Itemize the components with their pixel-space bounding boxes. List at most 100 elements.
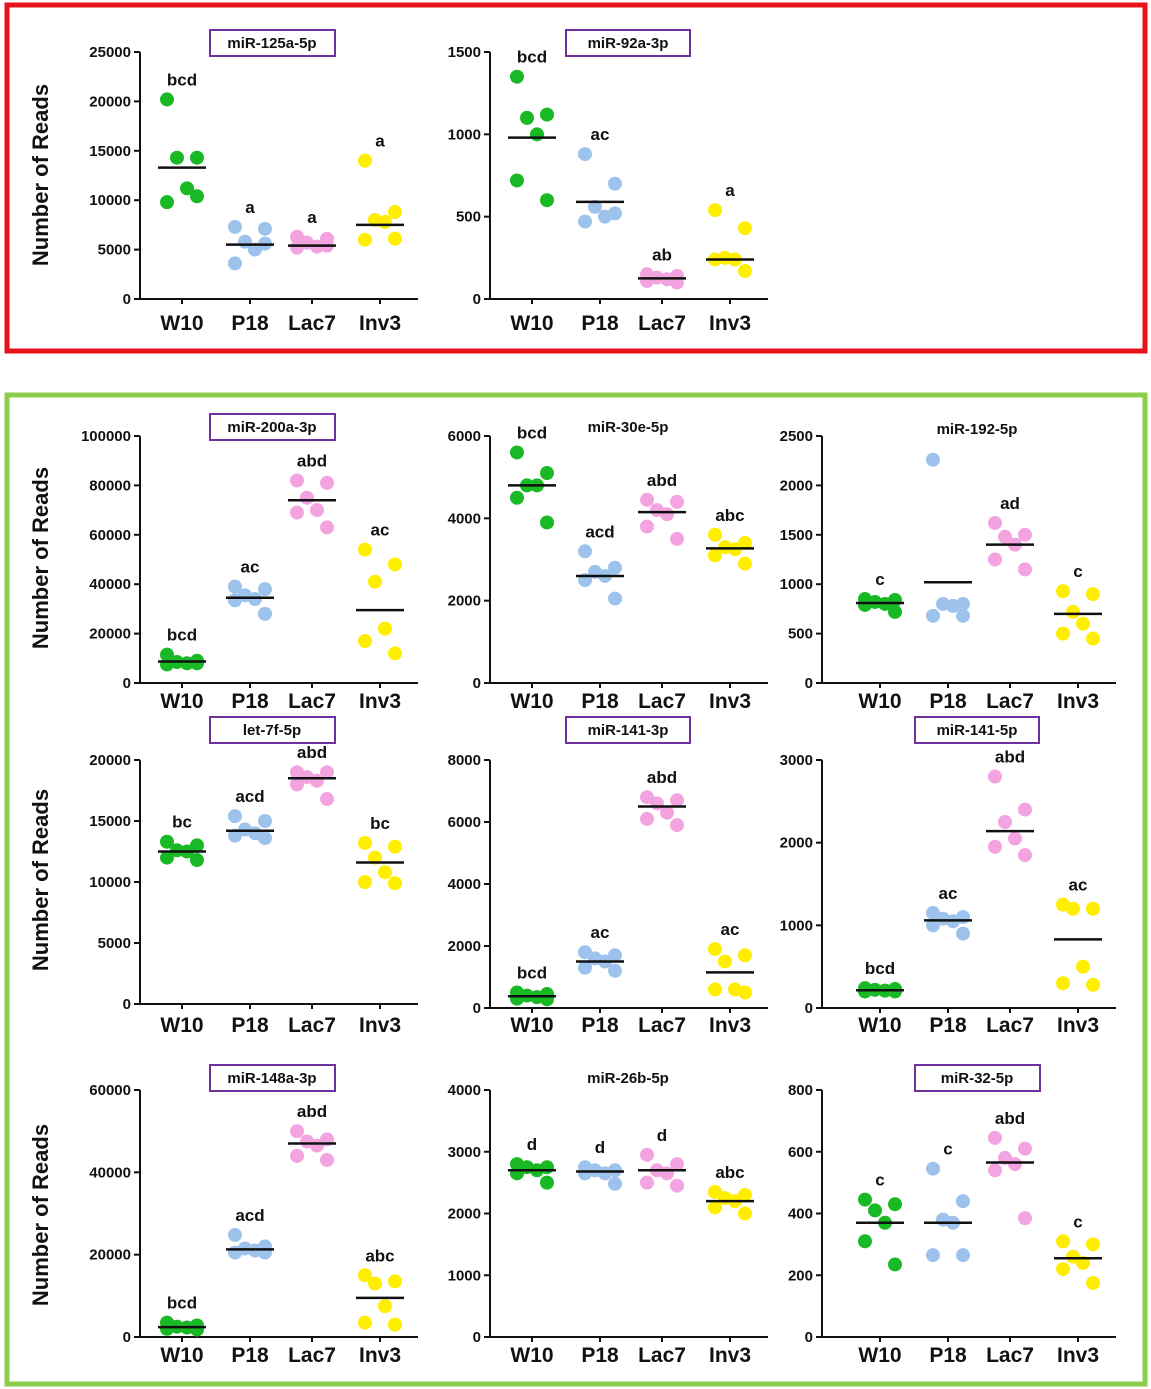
significance-label: bcd (167, 70, 197, 89)
significance-label: bcd (167, 1294, 197, 1313)
bottom-group-frame (4, 392, 1148, 1387)
data-point (388, 1317, 402, 1332)
title-box (209, 29, 336, 57)
data-point (320, 792, 334, 807)
y-tick-label: 3000 (780, 752, 813, 769)
data-point (160, 657, 174, 672)
data-point (1018, 562, 1032, 577)
data-point (540, 466, 554, 481)
y-tick-label: 40000 (89, 1164, 131, 1181)
x-tick-label: P18 (929, 690, 967, 713)
data-point (718, 954, 732, 969)
y-tick-label: 6000 (448, 428, 481, 445)
data-point (310, 503, 324, 518)
data-point (320, 520, 334, 535)
data-point (290, 777, 304, 792)
x-tick-label: P18 (231, 690, 269, 713)
data-point (738, 556, 752, 571)
data-point (388, 557, 402, 572)
chart-title: miR-141-3p (588, 722, 669, 739)
data-point (640, 492, 654, 507)
data-point (160, 647, 174, 662)
data-point (290, 473, 304, 488)
significance-label: bcd (517, 964, 547, 983)
y-tick-label: 8000 (448, 752, 481, 769)
data-point (510, 991, 524, 1006)
x-tick-label: Lac7 (638, 690, 686, 713)
x-tick-label: W10 (858, 690, 901, 713)
significance-label: ac (371, 521, 390, 540)
y-tick-label: 0 (123, 1329, 131, 1346)
data-point (868, 1203, 882, 1218)
chart-title: miR-141-5p (937, 722, 1018, 739)
y-tick-label: 2000 (448, 938, 481, 955)
significance-label: a (725, 181, 735, 200)
data-point (1056, 584, 1070, 599)
y-tick-label: 0 (473, 1329, 481, 1346)
significance-label: acd (235, 1206, 264, 1225)
y-axis-label: Number of Reads (28, 789, 53, 971)
x-tick-label: W10 (160, 690, 203, 713)
data-point (378, 214, 392, 229)
data-point (926, 1161, 940, 1176)
significance-label: bcd (167, 626, 197, 645)
data-point (378, 1299, 392, 1314)
data-point (608, 948, 622, 963)
data-point (1086, 631, 1100, 646)
data-point (1086, 587, 1100, 602)
x-tick-label: P18 (581, 1344, 619, 1367)
significance-label: ac (721, 920, 740, 939)
data-point (640, 273, 654, 288)
data-point (510, 490, 524, 505)
x-tick-label: Inv3 (709, 1344, 751, 1367)
data-point (738, 264, 752, 279)
y-tick-label: 1500 (780, 527, 813, 544)
data-point (388, 839, 402, 854)
x-tick-label: W10 (510, 1344, 553, 1367)
x-tick-label: Inv3 (359, 312, 401, 335)
data-point (926, 1248, 940, 1263)
x-tick-label: P18 (231, 1344, 269, 1367)
x-tick-label: P18 (581, 1014, 619, 1037)
x-tick-label: Lac7 (986, 690, 1034, 713)
chart-title: miR-192-5p (937, 421, 1018, 438)
data-point (608, 591, 622, 606)
data-point (888, 1197, 902, 1212)
data-point (888, 1257, 902, 1272)
data-point (358, 1268, 372, 1283)
data-point (946, 598, 960, 613)
y-tick-label: 0 (473, 291, 481, 308)
significance-label: c (875, 570, 884, 589)
data-point (988, 515, 1002, 530)
data-point (988, 839, 1002, 854)
data-point (540, 992, 554, 1007)
significance-label: abd (647, 768, 677, 787)
y-tick-label: 0 (805, 1329, 813, 1346)
data-point (1018, 1211, 1032, 1226)
data-point (1008, 831, 1022, 846)
data-point (1018, 848, 1032, 863)
data-point (258, 606, 272, 621)
data-point (378, 621, 392, 636)
data-point (228, 579, 242, 594)
y-tick-label: 4000 (448, 510, 481, 527)
chart-title: miR-30e-5p (588, 419, 669, 436)
x-tick-label: Inv3 (709, 312, 751, 335)
data-point (190, 838, 204, 853)
top-group-frame (4, 2, 1148, 354)
significance-label: c (1073, 562, 1082, 581)
y-tick-label: 200 (788, 1267, 813, 1284)
data-point (738, 985, 752, 1000)
x-tick-label: W10 (510, 1014, 553, 1037)
y-axis-label: Number of Reads (28, 1124, 53, 1306)
data-point (1086, 901, 1100, 916)
y-tick-label: 20000 (89, 626, 131, 643)
significance-label: ad (1000, 494, 1020, 513)
title-box (914, 716, 1040, 744)
data-point (988, 1130, 1002, 1145)
chart-panel: 0 1000 2000 3000 4000 W10 P18 Lac7 Inv3 miR-26b-5… (448, 1070, 768, 1367)
data-point (510, 69, 524, 84)
chart-panel: 0 500 1000 1500 W10 P18 Lac7 Inv3 miR-92a-3p bcd a… (448, 29, 768, 335)
data-point (1018, 802, 1032, 817)
y-tick-label: 500 (456, 209, 481, 226)
